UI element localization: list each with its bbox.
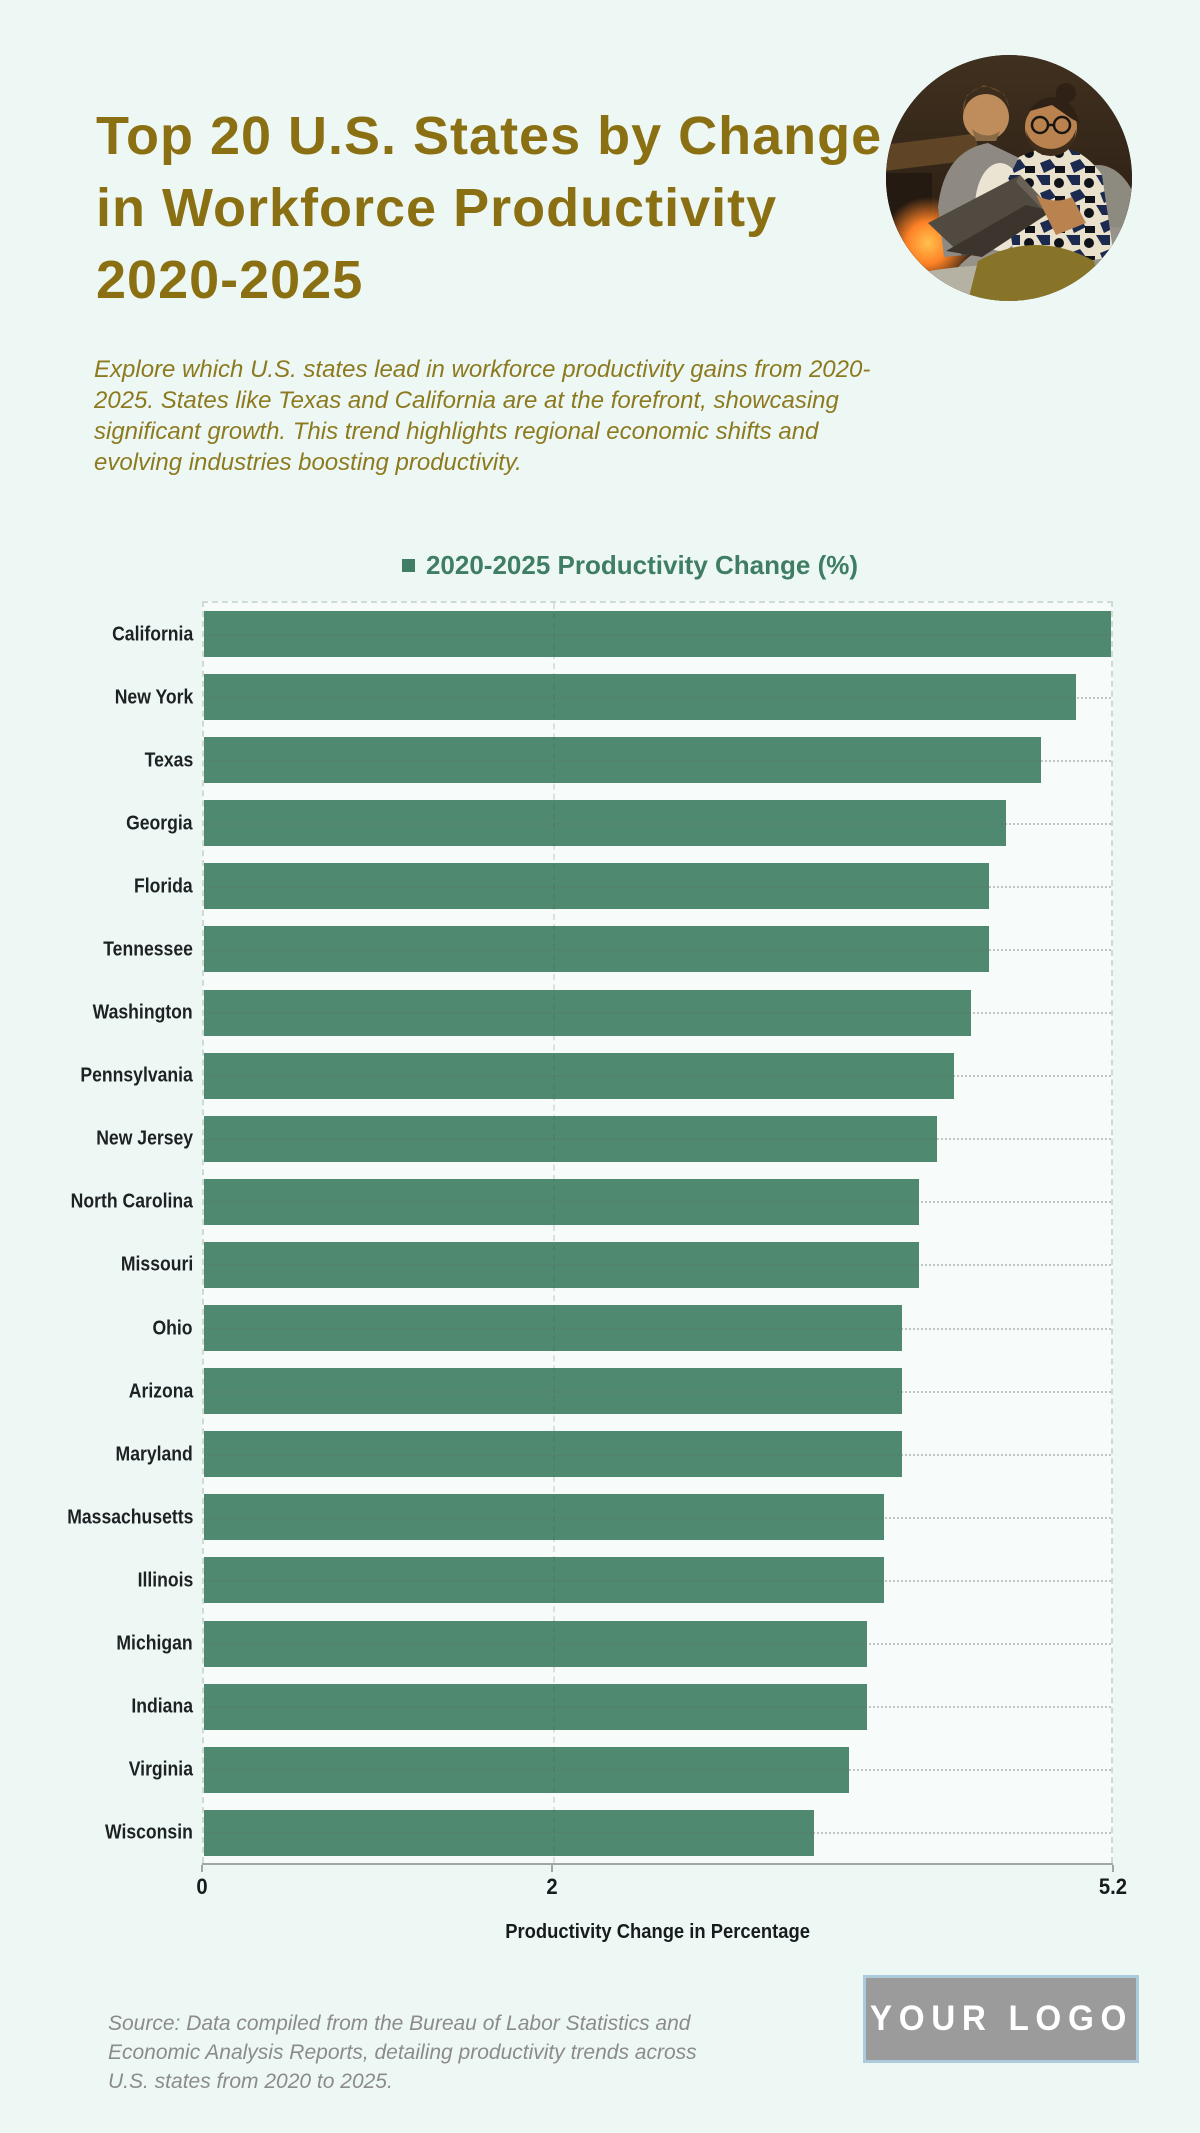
bar-illinois (204, 1557, 885, 1604)
bar-row: Texas (144, 729, 1111, 792)
x-tick-mark (1112, 1865, 1114, 1872)
bar-row: Wisconsin (105, 1802, 1111, 1865)
bar-wisconsin (204, 1809, 815, 1856)
category-label: Ohio (152, 1317, 193, 1340)
bar-row: Indiana (131, 1676, 1111, 1739)
category-label: Michigan (116, 1632, 193, 1655)
page-subtitle: Explore which U.S. states lead in workfo… (94, 356, 871, 476)
category-label: Pennsylvania (80, 1064, 193, 1087)
x-axis: 0 2 5.2 (196, 1865, 1127, 1905)
bar-california (204, 611, 1111, 657)
bar-row: Washington (93, 982, 1111, 1045)
source-note: Source: Data compiled from the Bureau of… (108, 2012, 697, 2093)
x-tick-label: 2 (546, 1874, 559, 1899)
bar-texas (204, 737, 1042, 784)
x-axis-title-text: Productivity Change in Percentage (505, 1921, 810, 1943)
bar-new-york (204, 674, 1077, 721)
bar-row: Michigan (117, 1613, 1111, 1676)
category-label: Virginia (128, 1758, 193, 1781)
logo-placeholder: YOUR LOGO (863, 1975, 1139, 2063)
bar-michigan (204, 1620, 867, 1667)
bar-row: California (112, 603, 1111, 666)
legend-marker-icon (401, 559, 415, 572)
bar-maryland (204, 1431, 902, 1478)
category-label: Wisconsin (105, 1821, 193, 1844)
legend-label: 2020-2025 Productivity Change (%) (425, 550, 859, 580)
bar-pennsylvania (204, 1052, 955, 1099)
x-axis-line (202, 1863, 1113, 1865)
category-label: New York (114, 686, 193, 709)
bar-florida (204, 863, 989, 910)
category-label: New Jersey (96, 1127, 193, 1150)
bar-row: Florida (134, 855, 1111, 918)
category-label: Indiana (131, 1695, 193, 1718)
bar-row: Missouri (121, 1234, 1111, 1297)
bar-row: Georgia (126, 792, 1111, 855)
bar-georgia (204, 800, 1007, 847)
logo-text: YOUR LOGO (869, 1999, 1133, 2038)
bar-arizona (204, 1368, 902, 1415)
team-photo (886, 55, 1132, 301)
x-tick-label: 5.2 (1098, 1874, 1128, 1899)
bar-row: Pennsylvania (80, 1045, 1111, 1108)
category-label: North Carolina (70, 1190, 193, 1213)
bar-north-carolina (204, 1178, 920, 1225)
bar-row: New Jersey (96, 1108, 1111, 1171)
x-tick-label: 0 (196, 1874, 208, 1899)
bar-row: Ohio (153, 1297, 1111, 1360)
bar-indiana (204, 1683, 867, 1730)
bar-row: Tennessee (103, 918, 1111, 981)
category-label: Maryland (115, 1443, 193, 1466)
chart-legend: 2020-2025 Productivity Change (%) (190, 550, 1070, 581)
bar-missouri (204, 1241, 920, 1288)
bar-ohio (204, 1305, 902, 1352)
bar-massachusetts (204, 1494, 885, 1541)
team-photo-illustration (886, 55, 1132, 301)
bar-new-jersey (204, 1115, 937, 1162)
bar-tennessee (204, 926, 989, 973)
page-title: Top 20 U.S. States by Change in Workforc… (96, 106, 883, 311)
bar-row: Arizona (128, 1360, 1111, 1423)
bar-row: Massachusetts (67, 1486, 1111, 1549)
bar-row: Illinois (137, 1549, 1111, 1612)
category-label: Texas (144, 749, 193, 772)
category-label: Tennessee (103, 938, 193, 961)
plot-area: California New York Texas Georgia Florida Ten… (67, 601, 1113, 1865)
category-label: Florida (134, 875, 193, 898)
category-label: Arizona (128, 1380, 193, 1403)
bar-washington (204, 989, 972, 1036)
bar-row: Virginia (129, 1739, 1111, 1802)
category-label: Washington (92, 1001, 193, 1024)
bar-row: North Carolina (71, 1171, 1111, 1234)
x-axis-title: Productivity Change in Percentage (202, 1921, 1113, 1944)
category-label: Missouri (120, 1253, 193, 1276)
bar-virginia (204, 1746, 850, 1793)
x-tick-mark (551, 1865, 554, 1872)
category-label: California (111, 623, 193, 646)
category-label: Massachusetts (66, 1506, 193, 1529)
category-label: Illinois (137, 1569, 193, 1592)
category-label: Georgia (126, 812, 193, 835)
bar-row: Maryland (116, 1423, 1111, 1486)
bar-row: New York (114, 666, 1111, 729)
x-tick-mark (201, 1865, 203, 1872)
